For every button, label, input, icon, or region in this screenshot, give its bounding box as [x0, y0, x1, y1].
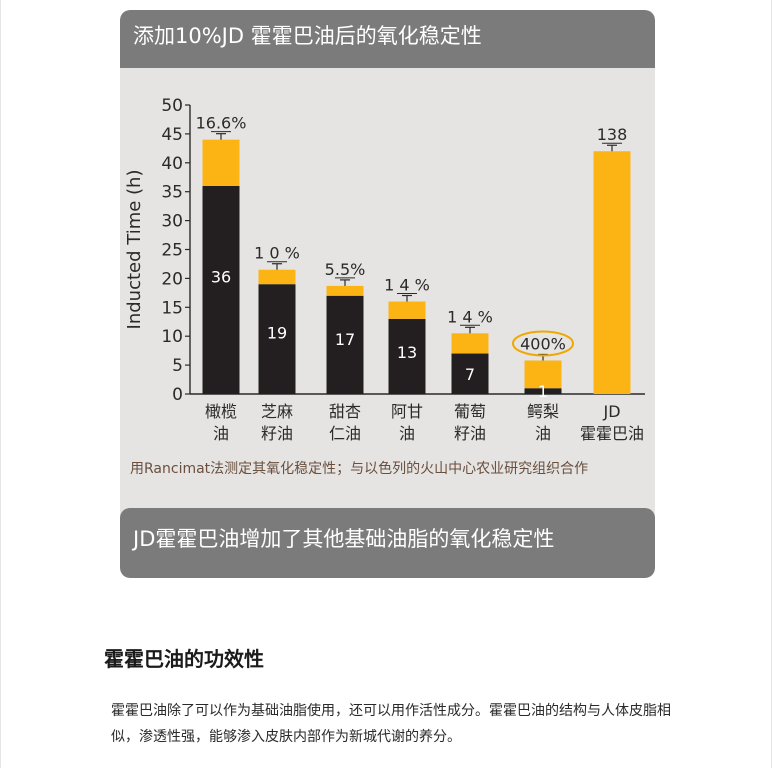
bar-base — [451, 353, 489, 394]
y-tick-label: 35 — [161, 183, 183, 203]
y-tick-label: 5 — [172, 356, 183, 376]
bar-value-label: 17 — [335, 330, 355, 349]
bar-added — [593, 151, 631, 394]
y-tick-label: 45 — [161, 125, 183, 145]
category-label: 油 — [213, 424, 229, 443]
increase-label: 1 4 % — [447, 307, 493, 326]
infographic-card: 添加10%JD 霍霍巴油后的氧化稳定性 0 5 10 15 20 25 30 35 40 45 50… — [120, 10, 655, 578]
increase-label: 1 0 % — [254, 244, 300, 263]
bar-added — [451, 333, 489, 354]
highlight-ellipse — [512, 330, 574, 357]
category-label: 甜杏 — [329, 402, 361, 421]
y-tick-label: 50 — [161, 96, 183, 116]
section-title: 霍霍巴油的功效性 — [104, 647, 264, 671]
category-label: 芝麻 — [261, 402, 293, 421]
category-label: 阿甘 — [391, 402, 423, 421]
bar-value-label: 36 — [211, 267, 231, 286]
increase-label: 5.5% — [325, 260, 366, 279]
bar-added — [524, 360, 562, 389]
bar-base — [202, 185, 240, 394]
y-tick-label: 20 — [161, 269, 183, 289]
bar-added — [202, 139, 240, 186]
category-label: 油 — [535, 424, 551, 443]
bar-added — [326, 285, 364, 296]
bar-value-label: 1 — [538, 382, 548, 401]
y-axis-title: Inducted Time (h) — [124, 170, 145, 330]
y-tick-label: 10 — [161, 327, 183, 347]
y-tick-label: 0 — [172, 385, 183, 405]
oxidation-stability-chart: 0 5 10 15 20 25 30 35 40 45 50 Inducted Time (h) 36 1… — [124, 96, 645, 443]
bar-value-label: 13 — [397, 343, 417, 362]
bar-base — [326, 295, 364, 394]
increase-label: 1 4 % — [384, 276, 430, 295]
bar-value-label: 19 — [267, 323, 287, 342]
bar-added — [388, 301, 426, 319]
bar-base — [388, 318, 426, 394]
bar-base — [258, 284, 296, 394]
increase-label: 400% — [520, 334, 566, 353]
section-paragraph: 霍霍巴油除了可以作为基础油脂使用，还可以用作活性成分。霍霍巴油的结构与人体皮脂相… — [111, 703, 671, 745]
category-label: 霍霍巴油 — [580, 424, 644, 443]
category-label: 籽油 — [261, 424, 293, 443]
y-tick-label: 25 — [161, 241, 183, 261]
category-label: 橄榄 — [205, 402, 237, 421]
bar-base — [524, 388, 562, 394]
category-label: 鳄梨 — [527, 402, 559, 421]
category-label: 葡萄 — [454, 402, 486, 421]
y-tick-label: 30 — [161, 212, 183, 232]
bar-added — [258, 269, 296, 285]
category-label: JD — [602, 402, 620, 421]
top-banner: 添加10%JD 霍霍巴油后的氧化稳定性 — [120, 10, 655, 68]
category-label: 籽油 — [454, 424, 486, 443]
category-label: 仁油 — [329, 424, 361, 443]
y-tick-label: 40 — [161, 154, 183, 174]
increase-label: 16.6% — [196, 114, 247, 133]
category-label: 油 — [399, 424, 415, 443]
bottom-banner: JD霍霍巴油增加了其他基础油脂的氧化稳定性 — [120, 508, 655, 578]
y-tick-label: 15 — [161, 298, 183, 318]
increase-label: 138 — [597, 125, 628, 144]
bar-value-label: 7 — [465, 365, 475, 384]
page-border-left — [0, 0, 1, 768]
chart-caption: 用Rancimat法测定其氧化稳定性；与以色列的火山中心农业研究组织合作 — [130, 461, 589, 477]
